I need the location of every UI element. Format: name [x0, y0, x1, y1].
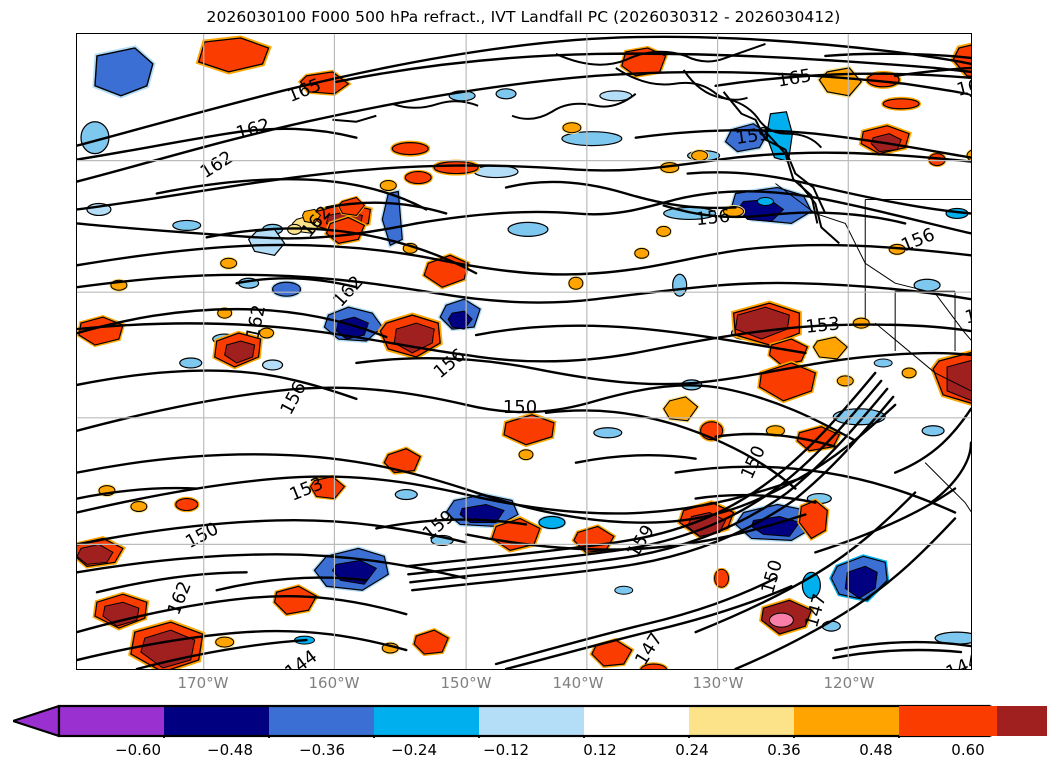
contour-label-162b: 162 — [197, 147, 237, 183]
colorbar-extend-left — [13, 704, 61, 738]
colorbar-tick-label-5: 0.12 — [583, 741, 617, 759]
contour-label-153a: 153 — [805, 313, 841, 337]
colorbar-tick-label-9: 0.60 — [951, 741, 985, 759]
colorbar-tick-label-0: −0.60 — [115, 741, 161, 759]
page-title: 2026030100 F000 500 hPa refract., IVT La… — [206, 8, 841, 26]
colorbar-band-7 — [794, 706, 899, 736]
contour-label-165: 165 — [285, 75, 325, 107]
contour-label-168: 168 — [954, 72, 971, 101]
contour-label-159b: 159 — [963, 301, 971, 329]
lon-tick-170w: 170°W — [177, 674, 229, 692]
contour-label-156a: 156 — [695, 206, 731, 230]
lon-tick-160w: 160°W — [308, 674, 360, 692]
colorbar-svg — [13, 704, 1035, 738]
graticule — [77, 34, 971, 669]
colorbar-band-4 — [479, 706, 584, 736]
colorbar-band-6 — [689, 706, 794, 736]
contour-label-165b: 165 — [776, 65, 813, 92]
colorbar[interactable] — [13, 704, 1035, 738]
colorbar-extend-right — [987, 704, 1035, 738]
lon-tick-140w: 140°W — [552, 674, 604, 692]
refractivity-contours — [77, 35, 971, 669]
colorbar-tick-label-2: −0.36 — [299, 741, 345, 759]
lon-tick-120w: 120°W — [823, 674, 875, 692]
lon-tick-150w: 150°W — [440, 674, 492, 692]
colorbar-band-1 — [164, 706, 269, 736]
colorbar-band-5 — [584, 706, 689, 736]
contour-label-150b: 150 — [737, 443, 770, 483]
contour-label-144a: 144 — [281, 646, 321, 669]
colorbar-tick-label-6: 0.24 — [675, 741, 709, 759]
contour-label-159a: 159 — [734, 123, 771, 149]
colorbar-band-3 — [374, 706, 479, 736]
colorbar-tick-label-1: −0.48 — [207, 741, 253, 759]
colorbar-tick-label-4: −0.12 — [483, 741, 529, 759]
lon-tick-130w: 130°W — [692, 674, 744, 692]
coastlines — [775, 183, 971, 513]
colorbar-band-0 — [59, 706, 164, 736]
map-svg: 168 165 165 162 162 162 162 162 162 159 … — [77, 34, 971, 669]
contour-label-144b: 144 — [943, 650, 971, 669]
colorbar-ticks — [163, 736, 900, 738]
contour-label-150a: 150 — [503, 397, 537, 418]
colorbar-tick-label-3: −0.24 — [391, 741, 437, 759]
colorbar-band-2 — [269, 706, 374, 736]
contour-label-159c: 159 — [623, 521, 659, 561]
contour-label-162f: 162 — [163, 578, 195, 618]
colorbar-tick-label-8: 0.48 — [859, 741, 893, 759]
contour-label-162a: 162 — [234, 115, 273, 145]
map-plot-area[interactable]: 168 165 165 162 162 162 162 162 162 159 … — [76, 33, 972, 670]
colorbar-tick-label-7: 0.36 — [767, 741, 801, 759]
